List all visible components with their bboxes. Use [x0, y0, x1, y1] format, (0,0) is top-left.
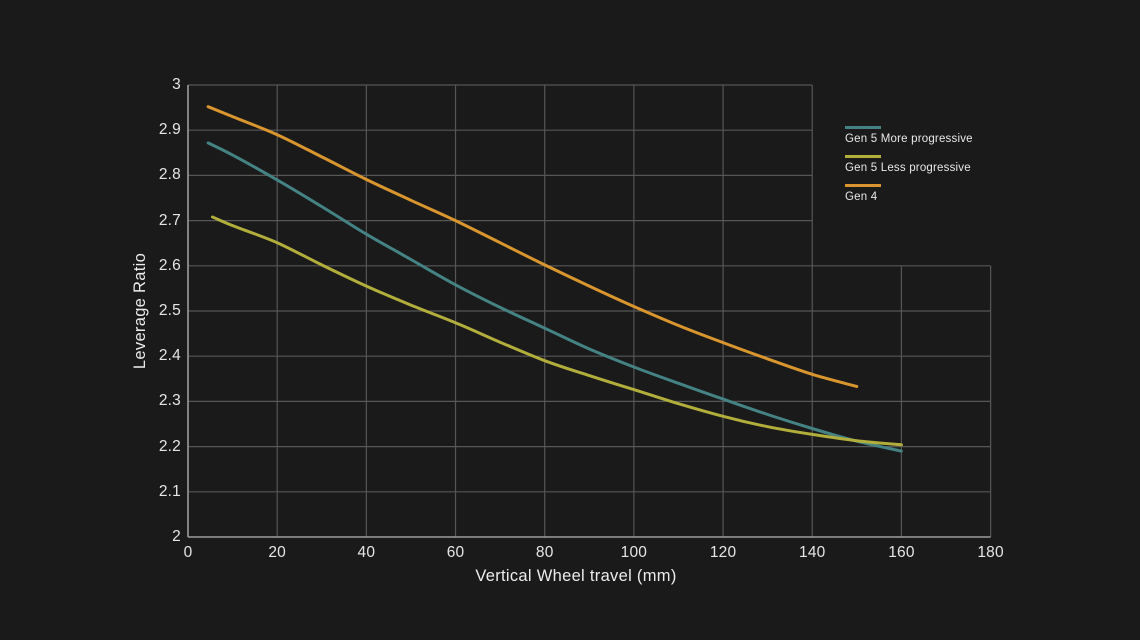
- legend-label: Gen 5 Less progressive: [845, 162, 971, 174]
- legend-label: Gen 5 More progressive: [845, 133, 973, 145]
- x-tick-label: 100: [620, 544, 648, 561]
- y-tick-label: 2.9: [158, 121, 181, 139]
- legend-swatch: [845, 155, 881, 158]
- y-axis-title: Leverage Ratio: [131, 252, 149, 370]
- x-tick-label: 40: [357, 544, 376, 561]
- series-line-gen-4: [206, 105, 859, 388]
- legend: Gen 5 More progressive Gen 5 Less progres…: [845, 126, 973, 213]
- x-tick-label: 160: [888, 544, 915, 561]
- y-tick-label: 2.1: [158, 482, 181, 500]
- y-tick-label: 3: [172, 76, 181, 93]
- x-tick-label: 60: [446, 544, 465, 561]
- y-tick-label: 2.6: [158, 256, 181, 274]
- legend-item: Gen 5 Less progressive: [845, 155, 973, 175]
- x-tick-label: 0: [183, 544, 193, 561]
- legend-swatch: [845, 184, 881, 187]
- y-tick-label: 2.5: [158, 302, 181, 319]
- series-line-gen-5-more-progressive: [206, 141, 903, 453]
- x-tick-label: 20: [268, 544, 286, 561]
- y-tick-label: 2: [172, 528, 181, 545]
- x-axis-title: Vertical Wheel travel (mm): [475, 567, 677, 585]
- y-tick-label: 2.2: [158, 437, 181, 455]
- series-line-gen-5-less-progressive: [211, 215, 903, 447]
- legend-label: Gen 4: [845, 191, 878, 203]
- legend-item: Gen 4: [845, 184, 973, 204]
- y-tick-label: 2.4: [158, 347, 181, 365]
- x-tick-label: 180: [977, 544, 1004, 561]
- legend-swatch: [845, 126, 881, 129]
- x-tick-label: 140: [799, 544, 826, 561]
- y-tick-label: 2.3: [158, 392, 181, 410]
- legend-item: Gen 5 More progressive: [845, 126, 973, 146]
- y-tick-label: 2.7: [158, 211, 181, 229]
- grid-lines: [188, 84, 992, 537]
- x-tick-label: 80: [535, 544, 554, 561]
- x-tick-label: 120: [709, 544, 737, 561]
- y-tick-label: 2.8: [158, 166, 181, 184]
